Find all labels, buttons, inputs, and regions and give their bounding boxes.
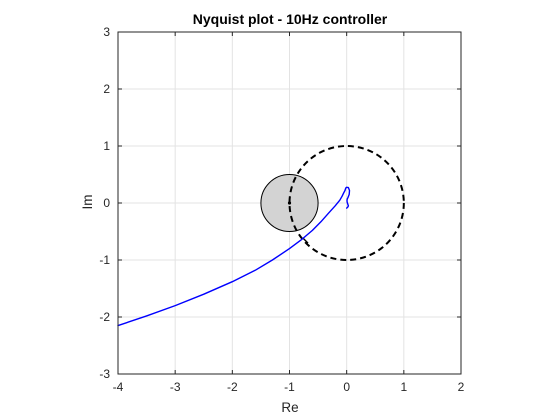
x-tick-label: 2 xyxy=(458,380,465,394)
tick-marks xyxy=(117,31,462,375)
x-tick-label: -4 xyxy=(113,380,124,394)
y-tick-label: 2 xyxy=(103,82,110,96)
nyquist-curve xyxy=(117,186,351,327)
unit-circle xyxy=(288,145,405,261)
crossing-marker xyxy=(302,237,309,244)
x-tick-label: 1 xyxy=(400,380,407,394)
x-tick-label: -1 xyxy=(284,380,295,394)
y-tick-label: -2 xyxy=(99,310,110,324)
y-tick-label: 0 xyxy=(103,196,110,210)
critical-point xyxy=(287,201,292,205)
y-tick-label: 1 xyxy=(103,139,110,153)
x-tick-labels: -4 -3 -2 -1 0 1 2 xyxy=(113,380,465,394)
y-tick-label: -3 xyxy=(99,367,110,381)
y-tick-labels: -3 -2 -1 0 1 2 3 xyxy=(99,25,110,381)
chart-title: Nyquist plot - 10Hz controller xyxy=(193,11,388,27)
x-tick-label: 0 xyxy=(343,380,350,394)
series-group xyxy=(117,186,351,327)
y-tick-label: -1 xyxy=(99,253,110,267)
y-tick-label: 3 xyxy=(103,25,110,39)
x-tick-label: -2 xyxy=(227,380,238,394)
x-tick-label: -3 xyxy=(170,380,181,394)
x-axis-label: Re xyxy=(281,400,298,415)
y-axis-label: Im xyxy=(80,195,95,210)
plot-shapes xyxy=(260,145,405,261)
